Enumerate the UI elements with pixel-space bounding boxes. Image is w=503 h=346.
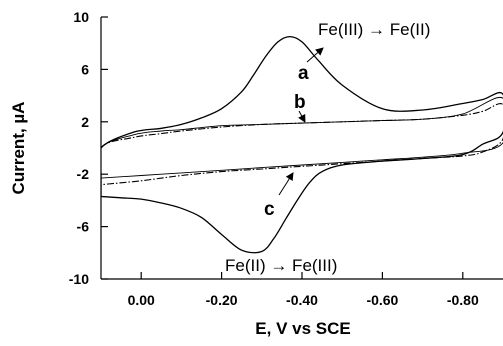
curve-series-1: [101, 35, 503, 254]
annotation-oxidation-label: Fe(II) → Fe(III): [225, 256, 337, 275]
x-ticks: 0.00 -0.20 -0.40 -0.60 -0.80: [128, 272, 479, 308]
curve-series-2: [101, 103, 503, 186]
x-tick-label: -0.80: [447, 292, 479, 308]
y-tick-label: -6: [77, 219, 90, 235]
x-tick-label: 0.00: [128, 292, 155, 308]
y-tick-label: -2: [77, 166, 90, 182]
x-tick-label: -0.60: [366, 292, 398, 308]
curve-series-3: [101, 96, 503, 179]
x-tick-label: -0.40: [286, 292, 318, 308]
y-tick-label: -10: [69, 271, 89, 287]
arrow-c: [278, 172, 294, 196]
y-tick-label: 6: [81, 61, 89, 77]
y-ticks: 10 6 2 -2 -6 -10: [69, 9, 108, 287]
x-axis-title: E, V vs SCE: [255, 319, 350, 338]
curve-label-a: a: [298, 63, 309, 84]
x-tick-label: -0.20: [206, 292, 238, 308]
curve-layer: [101, 35, 503, 254]
y-tick-label: 10: [73, 9, 89, 25]
curve-label-c: c: [264, 199, 275, 220]
arrow-a: [306, 47, 324, 63]
y-tick-label: 2: [81, 114, 89, 130]
y-axis-title: Current, µA: [9, 102, 28, 195]
arrow-b: [298, 110, 306, 123]
axes: [100, 17, 503, 280]
curve-label-b: b: [294, 92, 306, 113]
annotation-reduction-label: Fe(III) → Fe(II): [318, 20, 430, 39]
